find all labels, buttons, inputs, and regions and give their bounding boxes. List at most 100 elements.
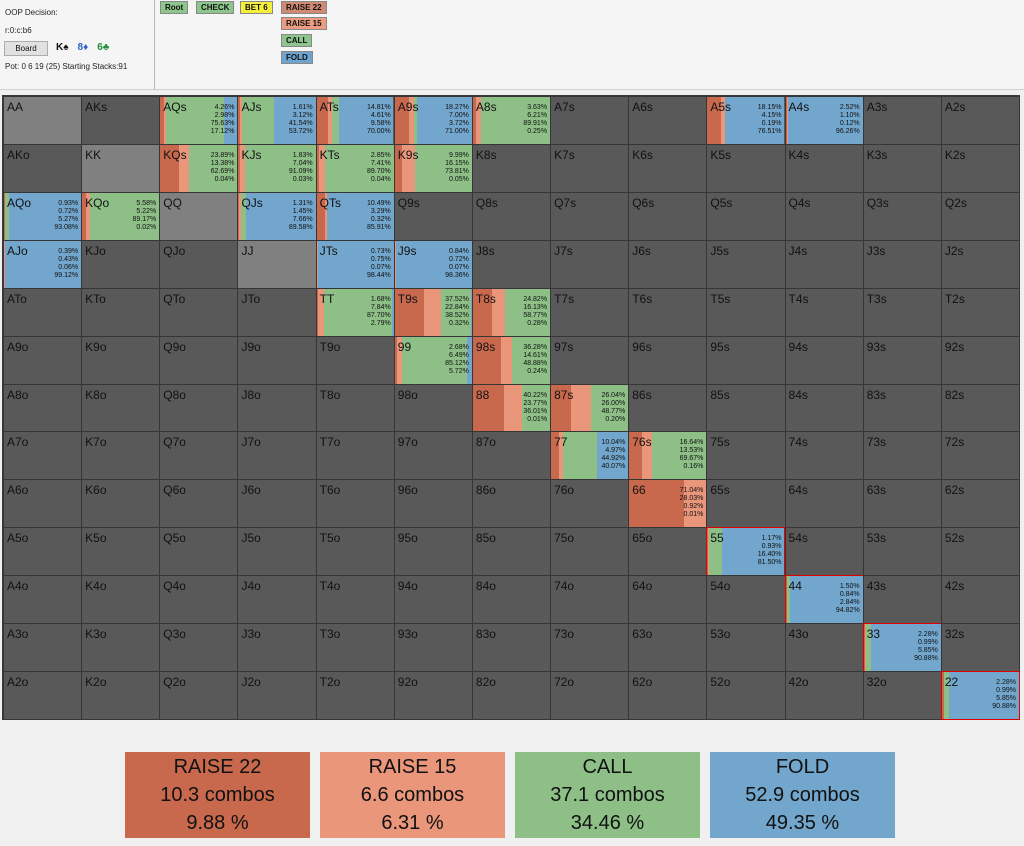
hand-cell[interactable]: 9.99% 16.15% 73.81% 0.05% K9s	[393, 143, 473, 193]
hand-cell[interactable]: 36.28% 14.61% 48.88% 0.24% 98s	[471, 335, 552, 385]
hand-cell[interactable]: Q7o	[159, 431, 239, 481]
action-node-bet-6[interactable]: BET 6	[240, 1, 273, 14]
hand-cell[interactable]: 42o	[784, 671, 864, 720]
hand-cell[interactable]: KTo	[81, 287, 161, 337]
hand-cell[interactable]: QJo	[159, 239, 239, 289]
hand-cell[interactable]: J2s	[940, 239, 1020, 289]
hand-cell[interactable]: J4o	[237, 575, 317, 625]
hand-cell[interactable]: 2.85% 7.41% 89.70% 0.04% KTs	[315, 143, 395, 193]
hand-cell[interactable]: Q4s	[784, 191, 864, 241]
hand-cell[interactable]: J7o	[237, 431, 317, 481]
hand-cell[interactable]: Q8o	[159, 383, 239, 433]
hand-cell[interactable]: 64o	[628, 575, 708, 625]
hand-cell[interactable]: K4s	[784, 143, 864, 193]
hand-cell[interactable]: 1.31% 1.45% 7.66% 89.58% QJs	[237, 191, 317, 241]
hand-cell[interactable]: K2o	[81, 671, 161, 720]
hand-cell[interactable]: 0.84% 0.72% 0.07% 98.36% J9s	[393, 239, 473, 289]
hand-cell[interactable]: 16.64% 13.53% 69.67% 0.16% 76s	[628, 431, 708, 481]
hand-cell[interactable]: 1.83% 7.04% 91.09% 0.03% KJs	[237, 143, 317, 193]
hand-cell[interactable]: 92o	[393, 671, 473, 720]
hand-cell[interactable]: 54s	[784, 527, 864, 577]
hand-cell[interactable]: 18.27% 7.00% 3.72% 71.00% A9s	[393, 96, 473, 145]
hand-cell[interactable]: A6o	[3, 479, 83, 529]
hand-cell[interactable]: 95s	[706, 335, 786, 385]
hand-cell[interactable]: 32o	[862, 671, 942, 720]
hand-cell[interactable]: K2s	[940, 143, 1020, 193]
hand-cell[interactable]: 96s	[628, 335, 708, 385]
hand-cell[interactable]: A8o	[3, 383, 83, 433]
hand-cell[interactable]: 43s	[862, 575, 942, 625]
hand-cell[interactable]: 65s	[706, 479, 786, 529]
hand-cell[interactable]: 97s	[550, 335, 630, 385]
hand-cell[interactable]: K9o	[81, 335, 161, 385]
hand-cell[interactable]: 82s	[940, 383, 1020, 433]
hand-cell[interactable]: K6s	[628, 143, 708, 193]
action-node-call[interactable]: CALL	[281, 34, 313, 47]
hand-cell[interactable]: 63s	[862, 479, 942, 529]
hand-cell[interactable]: T6o	[315, 479, 395, 529]
hand-cell[interactable]: 85s	[706, 383, 786, 433]
hand-cell[interactable]: J6o	[237, 479, 317, 529]
hand-cell[interactable]: 86s	[628, 383, 708, 433]
board-button[interactable]: Board	[4, 41, 48, 56]
hand-cell[interactable]: J8o	[237, 383, 317, 433]
hand-cell[interactable]: 72s	[940, 431, 1020, 481]
hand-cell[interactable]: 64s	[784, 479, 864, 529]
hand-cell[interactable]: K7s	[550, 143, 630, 193]
hand-cell[interactable]: 62s	[940, 479, 1020, 529]
hand-cell[interactable]: Q6s	[628, 191, 708, 241]
hand-cell[interactable]: 52o	[706, 671, 786, 720]
hand-cell[interactable]: K8s	[471, 143, 552, 193]
hand-cell[interactable]: A9o	[3, 335, 83, 385]
hand-cell[interactable]: 18.15% 4.15% 0.19% 76.51% A5s	[706, 96, 786, 145]
hand-cell[interactable]: T5s	[706, 287, 786, 337]
hand-cell[interactable]: T5o	[315, 527, 395, 577]
hand-cell[interactable]: 87o	[471, 431, 552, 481]
hand-cell[interactable]: 2.28% 0.99% 5.85% 90.88% 33	[862, 623, 942, 673]
hand-cell[interactable]: T4s	[784, 287, 864, 337]
hand-cell[interactable]: Q7s	[550, 191, 630, 241]
hand-cell[interactable]: 4.26% 2.98% 75.63% 17.12% AQs	[159, 96, 239, 145]
hand-cell[interactable]: AKs	[81, 96, 161, 145]
hand-cell[interactable]: T7o	[315, 431, 395, 481]
hand-cell[interactable]: 95o	[393, 527, 473, 577]
hand-cell[interactable]: A6s	[628, 96, 708, 145]
hand-cell[interactable]: Q9s	[393, 191, 473, 241]
hand-cell[interactable]: A7s	[550, 96, 630, 145]
hand-cell[interactable]: 2.52% 1.10% 0.12% 96.26% A4s	[784, 96, 864, 145]
action-node-check[interactable]: CHECK	[196, 1, 235, 14]
hand-cell[interactable]: 62o	[628, 671, 708, 720]
hand-cell[interactable]: J8s	[471, 239, 552, 289]
hand-cell[interactable]: 26.04% 26.00% 48.77% 0.20% 87s	[550, 383, 630, 433]
hand-cell[interactable]: K3s	[862, 143, 942, 193]
hand-cell[interactable]: K3o	[81, 623, 161, 673]
action-node-fold[interactable]: FOLD	[281, 51, 313, 64]
hand-cell[interactable]: 1.50% 0.84% 2.84% 94.82% 44	[784, 575, 864, 625]
hand-cell[interactable]: J6s	[628, 239, 708, 289]
hand-cell[interactable]: 98o	[393, 383, 473, 433]
action-node-raise-15[interactable]: RAISE 15	[281, 17, 327, 30]
hand-cell[interactable]: K4o	[81, 575, 161, 625]
hand-cell[interactable]: 40.22% 23.77% 36.01% 0.01% 88	[471, 383, 552, 433]
hand-cell[interactable]: K5o	[81, 527, 161, 577]
hand-cell[interactable]: 71.04% 28.03% 0.92% 0.01% 66	[628, 479, 708, 529]
hand-cell[interactable]: 97o	[393, 431, 473, 481]
hand-cell[interactable]: 73o	[550, 623, 630, 673]
hand-cell[interactable]: Q5o	[159, 527, 239, 577]
hand-cell[interactable]: 53o	[706, 623, 786, 673]
hand-cell[interactable]: 94o	[393, 575, 473, 625]
hand-cell[interactable]: 76o	[550, 479, 630, 529]
hand-cell[interactable]: T6s	[628, 287, 708, 337]
hand-cell[interactable]: T2o	[315, 671, 395, 720]
hand-cell[interactable]: 83o	[471, 623, 552, 673]
hand-cell[interactable]: 43o	[784, 623, 864, 673]
hand-cell[interactable]: 75s	[706, 431, 786, 481]
hand-cell[interactable]: JJ	[237, 239, 317, 289]
hand-cell[interactable]: Q3o	[159, 623, 239, 673]
hand-cell[interactable]: 74o	[550, 575, 630, 625]
hand-cell[interactable]: KK	[81, 143, 161, 193]
hand-cell[interactable]: 10.49% 3.29% 0.32% 85.91% QTs	[315, 191, 395, 241]
hand-cell[interactable]: QQ	[159, 191, 239, 241]
action-node-root[interactable]: Root	[160, 1, 189, 14]
hand-cell[interactable]: ATo	[3, 287, 83, 337]
